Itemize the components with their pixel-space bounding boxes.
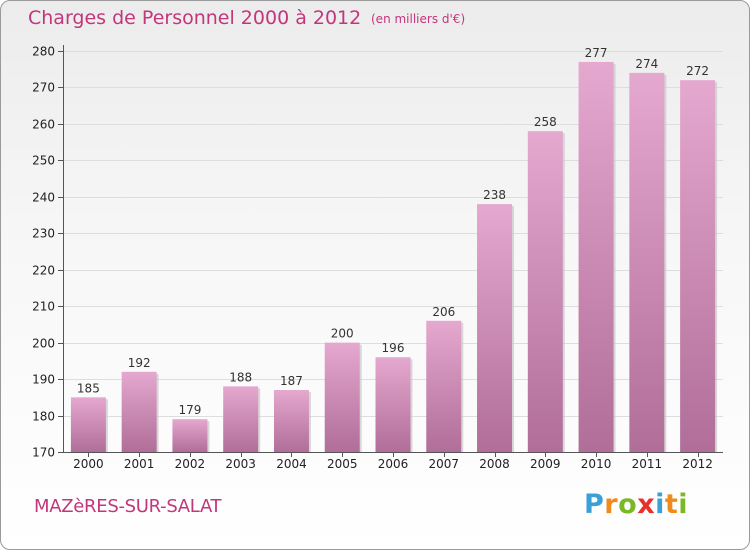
- logo-letter: x: [637, 489, 656, 520]
- data-label: 258: [534, 115, 557, 129]
- bar-2012: [680, 80, 716, 452]
- bar-2007: [426, 320, 462, 452]
- logo-letter: o: [618, 489, 638, 520]
- data-label: 274: [635, 57, 658, 71]
- y-tick-label: 210: [32, 300, 55, 314]
- data-label: 196: [382, 341, 405, 355]
- x-tick-label: 2006: [378, 457, 409, 471]
- x-tick-label: 2005: [327, 457, 358, 471]
- bar-2002: [172, 419, 208, 452]
- bars: [70, 61, 718, 452]
- y-tick-label: 270: [32, 81, 55, 95]
- bar-2004: [273, 390, 309, 452]
- x-tick-label: 2009: [530, 457, 561, 471]
- axes: [58, 45, 723, 457]
- data-label: 187: [280, 374, 303, 388]
- x-tick-label: 2007: [428, 457, 459, 471]
- y-tick-label: 190: [32, 373, 55, 387]
- y-tick-label: 240: [32, 191, 55, 205]
- bar-2003: [223, 386, 259, 452]
- y-tick-label: 200: [32, 337, 55, 351]
- unit-note: (en milliers d'€): [371, 12, 466, 26]
- x-tick-label: 2008: [479, 457, 510, 471]
- y-tick-label: 230: [32, 227, 55, 241]
- x-tick-label: 2003: [225, 457, 256, 471]
- chart-title: Charges de Personnel 2000 à 2012: [28, 7, 362, 29]
- y-tick-label: 180: [32, 410, 55, 424]
- bar-2011: [629, 72, 665, 452]
- y-tick-label: 170: [32, 446, 55, 460]
- x-tick-label: 2001: [124, 457, 155, 471]
- x-tick-label: 2012: [682, 457, 713, 471]
- data-label: 200: [331, 327, 354, 341]
- y-tick-label: 280: [32, 45, 55, 59]
- bar-2006: [375, 357, 411, 452]
- y-tick-label: 220: [32, 264, 55, 278]
- x-tick-label: 2011: [632, 457, 663, 471]
- bar-2009: [527, 131, 563, 452]
- logo-letter: P: [584, 489, 605, 520]
- data-label: 277: [585, 46, 608, 60]
- logo-letter: i: [655, 489, 665, 520]
- x-tick-label: 2010: [581, 457, 612, 471]
- bar-2000: [70, 397, 106, 452]
- x-tick-label: 2000: [73, 457, 104, 471]
- logo-letter: i: [678, 489, 689, 520]
- city-name: MAZèRES-SUR-SALAT: [34, 496, 222, 517]
- bar-2010: [578, 61, 614, 452]
- data-label: 188: [229, 370, 252, 384]
- data-label: 238: [483, 188, 506, 202]
- data-label: 192: [128, 356, 151, 370]
- logo-letter: t: [664, 489, 679, 520]
- bar-2001: [121, 371, 157, 452]
- data-label: 185: [77, 381, 100, 395]
- x-tick-label: 2002: [175, 457, 206, 471]
- y-tick-label: 250: [32, 154, 55, 168]
- bar-2008: [477, 204, 513, 452]
- data-label: 206: [432, 305, 455, 319]
- y-tick-label: 260: [32, 118, 55, 132]
- x-tick-label: 2004: [276, 457, 307, 471]
- bar-2005: [324, 342, 360, 452]
- data-label: 272: [686, 64, 709, 78]
- data-label: 179: [178, 403, 201, 417]
- labels: 170 180 190 200 210 220 230 240 250 260 270 280 185 2…: [32, 45, 713, 472]
- proxiti-logo: Proxiti: [584, 489, 688, 520]
- logo-letter: r: [604, 489, 619, 520]
